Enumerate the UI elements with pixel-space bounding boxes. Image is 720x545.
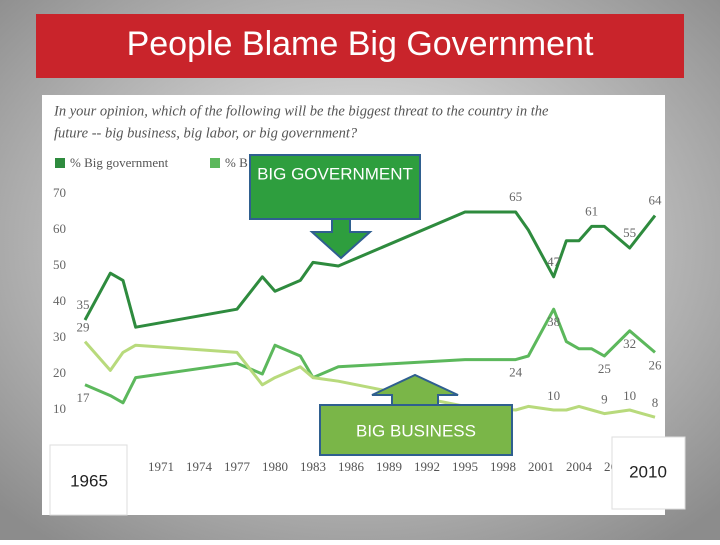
callout-arrow [309,218,373,260]
callout-arrow [371,373,459,406]
series-line [83,210,657,329]
y-tick-label: 70 [53,185,66,200]
callout-box [319,404,513,456]
data-label: 29 [77,320,90,335]
y-tick-label: 60 [53,221,66,236]
callouts: BIG GOVERNMENT BIG BUSINESS 1965 2010 [49,154,686,516]
legend-label: % B [225,155,248,170]
legend-swatch [55,158,65,168]
plot: 10 20 30 40 50 60 70 1971 1974 1977 1980 1983 1986 19… [53,155,662,474]
data-label: 10 [623,388,636,403]
year-callout: 2010 [629,462,667,481]
x-tick-label: 1971 [148,459,174,474]
callout-text: BIG GOVERNMENT [257,164,413,183]
x-tick-label: 1980 [262,459,288,474]
data-label: 32 [623,336,636,351]
x-tick-label: 1974 [186,459,213,474]
data-label: 10 [547,388,560,403]
data-label: 26 [649,357,663,372]
legend-swatch [210,158,220,168]
x-tick-label: 2001 [528,459,554,474]
y-tick-label: 40 [53,293,66,308]
legend-label: % Big government [70,155,169,170]
year-box [49,444,128,516]
data-label: 61 [585,203,598,218]
callout-text: BIG BUSINESS [356,421,476,440]
x-tick-label: 1989 [376,459,402,474]
data-label: 65 [509,189,522,204]
question: In your opinion, which of the following … [53,103,549,119]
x-tick-label: 2004 [566,459,593,474]
series-line [84,307,656,405]
y-tick-label: 20 [53,365,66,380]
y-tick-label: 50 [53,257,66,272]
callout-box [249,154,421,220]
x-tick-label: 1995 [452,459,478,474]
year-box [611,436,686,510]
data-label: 24 [509,365,523,380]
x-tick-label: 1986 [338,459,365,474]
data-label: 38 [547,314,560,329]
data-label: 64 [649,193,663,208]
data-label: 35 [77,297,90,312]
slide-title: People Blame Big Government [127,25,594,63]
title-banner [36,14,684,78]
x-tick-label: 1977 [224,459,251,474]
data-label: 9 [601,392,608,407]
y-tick-label: 30 [53,329,66,344]
x-tick-label: 1992 [414,459,440,474]
x-tick-label: 1983 [300,459,326,474]
question: future -- big business, big labor, or bi… [54,125,358,141]
data-label: 47 [547,254,561,269]
data-label: 17 [77,390,91,405]
data-label: 55 [623,225,636,240]
x-tick-label: 1998 [490,459,516,474]
data-label: 25 [598,361,611,376]
y-tick-label: 10 [53,401,66,416]
data-label: 8 [652,395,659,410]
year-callout: 1965 [70,471,108,490]
